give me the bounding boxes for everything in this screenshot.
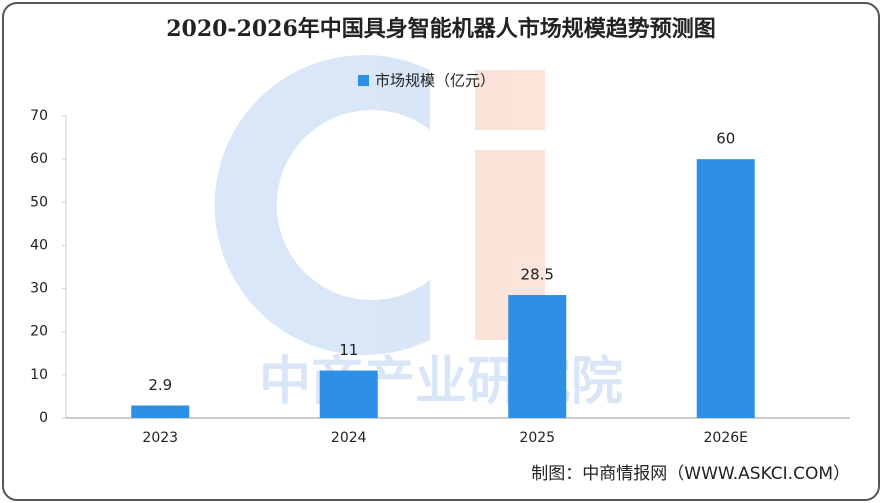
bar xyxy=(319,370,378,418)
y-tick-label: 60 xyxy=(30,151,48,167)
value-label: 60 xyxy=(716,130,735,148)
x-tick-label: 2024 xyxy=(331,430,367,446)
y-tick-label: 50 xyxy=(30,194,48,210)
y-tick-label: 10 xyxy=(30,367,48,383)
y-tick-label: 70 xyxy=(30,108,48,124)
logo-arc xyxy=(214,54,430,356)
source-note: 制图：中商情报网（WWW.ASKCI.COM） xyxy=(531,464,850,484)
value-label: 2.9 xyxy=(148,376,172,394)
x-tick-label: 2026E xyxy=(704,430,748,446)
logo-top xyxy=(475,70,545,130)
y-tick-label: 20 xyxy=(30,324,48,340)
watermark-text: 中商产业研究院 xyxy=(259,352,623,412)
bar xyxy=(508,295,567,418)
legend-swatch xyxy=(358,75,369,86)
x-tick-label: 2025 xyxy=(519,430,555,446)
bar xyxy=(131,405,190,418)
value-label: 28.5 xyxy=(521,266,554,284)
value-label: 11 xyxy=(339,341,358,359)
y-tick-label: 0 xyxy=(39,410,48,426)
chart-title: 2020-2026年中国具身智能机器人市场规模趋势预测图 xyxy=(166,16,716,42)
x-tick-label: 2023 xyxy=(142,430,178,446)
y-tick-label: 40 xyxy=(30,237,48,253)
bar xyxy=(696,159,755,418)
legend-label: 市场规模（亿元） xyxy=(375,72,495,90)
y-tick-label: 30 xyxy=(30,281,48,297)
